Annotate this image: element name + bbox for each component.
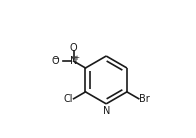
Text: O: O bbox=[52, 56, 59, 66]
Text: −: − bbox=[52, 54, 59, 63]
Text: Cl: Cl bbox=[64, 94, 73, 104]
Text: N: N bbox=[103, 106, 110, 116]
Text: N: N bbox=[70, 56, 77, 66]
Text: O: O bbox=[70, 43, 77, 53]
Text: Br: Br bbox=[139, 94, 150, 104]
Text: +: + bbox=[74, 55, 80, 61]
